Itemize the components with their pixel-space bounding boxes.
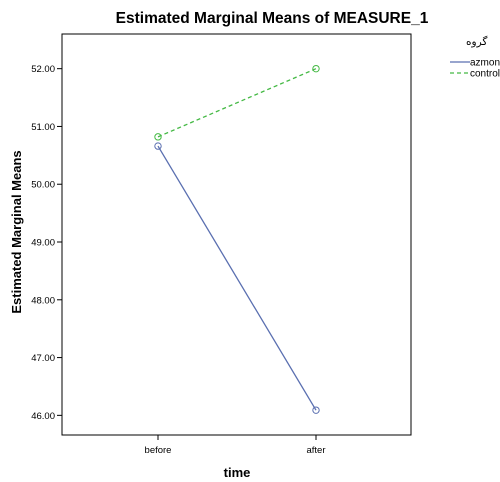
y-tick-label: 52.00 [31,64,55,75]
legend-label-control: control [470,69,500,80]
data-point-control [312,64,320,73]
legend-label-azmon: azmon [470,58,500,69]
data-point-control [154,133,162,141]
y-tick-label: 50.00 [31,180,55,191]
x-tick-label: before [145,445,172,456]
legend-title: گروه [466,35,487,48]
y-tick-label: 48.00 [31,295,55,306]
plot-frame [61,33,412,436]
series-line-control [157,68,317,138]
y-tick-label: 46.00 [31,411,55,422]
x-axis-ticks: before after [145,435,326,456]
data-point-azmon [154,142,162,150]
y-axis-ticks: 46.00 47.00 48.00 49.00 50.00 51.00 52.00 [31,64,62,422]
y-tick-label: 51.00 [31,122,55,133]
series-lines [157,68,317,411]
x-tick-label: after [306,445,325,456]
x-axis-label: time [224,465,251,480]
y-tick-label: 47.00 [31,353,55,364]
series-markers [154,64,320,414]
y-axis-label: Estimated Marginal Means [9,150,24,313]
chart-title: Estimated Marginal Means of MEASURE_1 [116,10,429,27]
series-line-azmon [157,145,317,411]
data-point-azmon [312,406,320,414]
y-tick-label: 49.00 [31,238,55,249]
